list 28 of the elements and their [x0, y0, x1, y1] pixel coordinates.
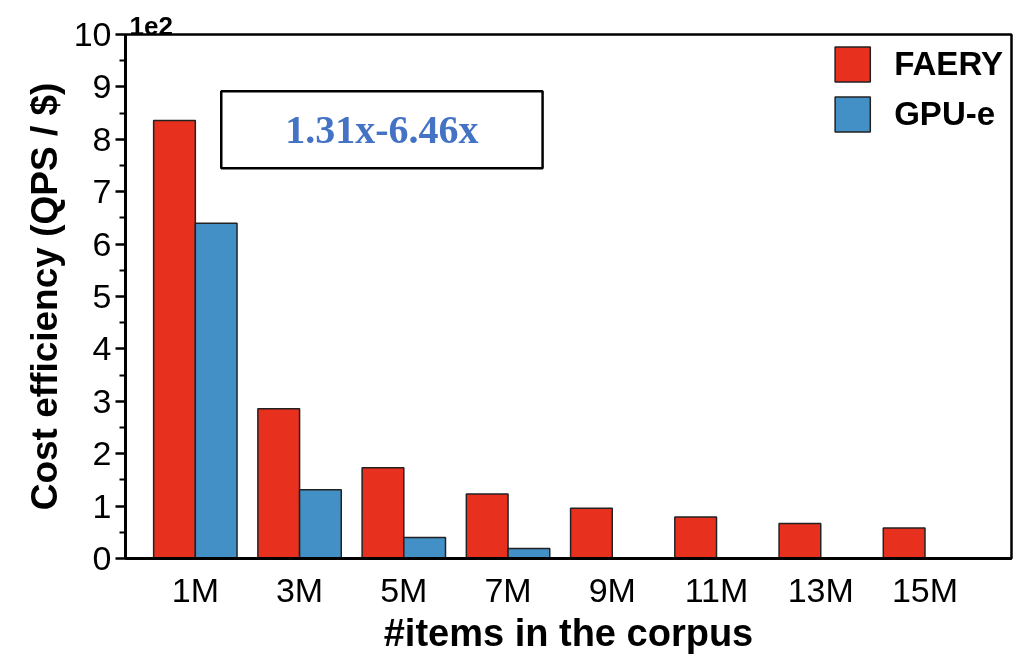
x-tick-label: 5M [380, 570, 428, 609]
x-tick-label: 15M [891, 570, 959, 609]
x-tick-label: 9M [588, 570, 636, 609]
y-tick-label: 3 [92, 381, 112, 420]
y-tick-label: 9 [92, 67, 112, 106]
bar [674, 516, 718, 559]
legend-label: GPU-e [894, 95, 996, 133]
x-tick-label: 7M [484, 570, 532, 609]
bar [569, 507, 614, 559]
annotation: 1.31x-6.46x [285, 107, 479, 153]
x-tick-label: 1M [171, 570, 219, 609]
x-tick-label: 13M [787, 570, 854, 609]
y-axis-title: Cost efficiency (QPS / $) [23, 82, 65, 511]
y-tick-label: 7 [92, 172, 112, 211]
bar [882, 527, 926, 559]
y-tick-label: 4 [92, 329, 112, 368]
bar [778, 522, 822, 559]
y-tick-label: 1 [92, 486, 112, 525]
legend-label: FAERY [894, 45, 1003, 83]
x-axis-title: #items in the corpus [383, 611, 754, 654]
y-tick-label: 8 [92, 119, 112, 158]
y-tick-label: 0 [92, 539, 112, 577]
x-tick-label: 11M [684, 570, 749, 609]
y-tick-label: 5 [92, 277, 112, 315]
y-tick-label: 10 [73, 15, 112, 53]
x-tick-label: 3M [275, 570, 324, 609]
y-tick-label: 2 [92, 434, 112, 473]
y-tick-label: 6 [92, 224, 112, 263]
